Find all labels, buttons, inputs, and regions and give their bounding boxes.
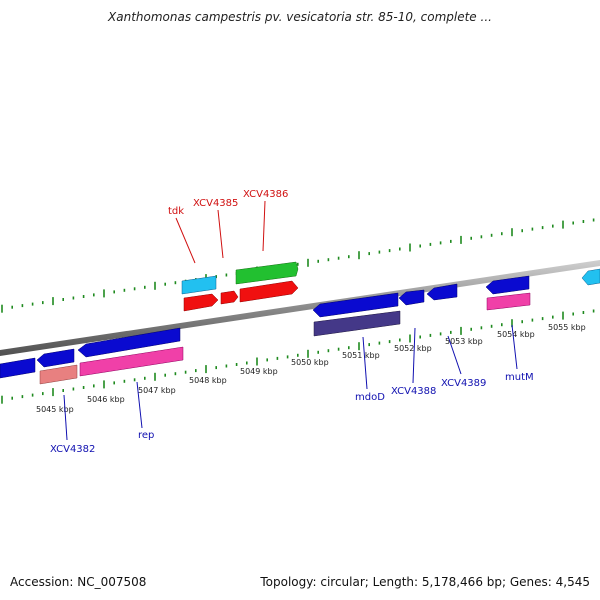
tick-label: 5052 kbp: [394, 344, 432, 353]
label-mdod[interactable]: mdoD: [355, 392, 385, 403]
label-xcv4386[interactable]: XCV4386: [243, 189, 288, 200]
kbp-tick-labels: 5045 kbp 5046 kbp 5047 kbp 5048 kbp 5049…: [36, 323, 586, 414]
label-xcv4388[interactable]: XCV4388: [391, 386, 436, 397]
label-xcv4385[interactable]: XCV4385: [193, 198, 238, 209]
label-xcv4389[interactable]: XCV4389: [441, 378, 486, 389]
tick-label: 5055 kbp: [548, 323, 586, 332]
gene-rep[interactable]: [79, 346, 184, 377]
gene-mdod-tier2[interactable]: [313, 310, 401, 337]
tick-label: 5047 kbp: [138, 386, 176, 395]
label-tdk[interactable]: tdk: [168, 206, 184, 217]
tick-label: 5046 kbp: [87, 395, 125, 404]
gene-red-1[interactable]: [183, 293, 219, 312]
tick-label: 5045 kbp: [36, 405, 74, 414]
gene-labels: tdk XCV4385 XCV4386 XCV4382 rep mdoD XCV…: [50, 189, 534, 455]
label-leader-lines: [63, 200, 518, 441]
tick-label: 5048 kbp: [189, 376, 227, 385]
map-title: Xanthomonas campestris pv. vesicatoria s…: [108, 10, 492, 24]
gene-blue-rep[interactable]: [77, 327, 181, 358]
tick-label: 5053 kbp: [445, 337, 483, 346]
lower-tick-row: [1, 309, 595, 404]
gene-mutm-tier2[interactable]: [486, 292, 531, 311]
upper-tick-row: [1, 218, 595, 313]
tick-label: 5054 kbp: [497, 330, 535, 339]
label-mutm[interactable]: mutM: [505, 372, 534, 383]
gene-blue-2[interactable]: [36, 348, 75, 368]
gene-right-cyan[interactable]: [581, 268, 600, 286]
genome-backbone: [0, 260, 600, 356]
gene-xcv4386[interactable]: [235, 261, 299, 285]
label-xcv4382[interactable]: XCV4382: [50, 444, 95, 455]
tick-label: 5051 kbp: [342, 351, 380, 360]
tick-label: 5050 kbp: [291, 358, 329, 367]
gene-xcv4385[interactable]: [220, 290, 239, 305]
gene-xcv4388[interactable]: [398, 289, 425, 306]
gene-xcv4389[interactable]: [426, 283, 458, 301]
gene-features: [0, 261, 600, 385]
gene-xcv4382[interactable]: [39, 364, 78, 385]
genome-stats-text: Topology: circular; Length: 5,178,466 bp…: [260, 575, 590, 589]
label-rep[interactable]: rep: [138, 430, 154, 441]
gene-red-3[interactable]: [239, 280, 299, 303]
accession-text: Accession: NC_007508: [10, 575, 147, 589]
gene-mutm[interactable]: [485, 275, 530, 295]
tick-label: 5049 kbp: [240, 367, 278, 376]
gene-blue-left[interactable]: [0, 357, 36, 379]
gene-mdod[interactable]: [312, 292, 399, 318]
gene-tdk[interactable]: [181, 275, 217, 295]
